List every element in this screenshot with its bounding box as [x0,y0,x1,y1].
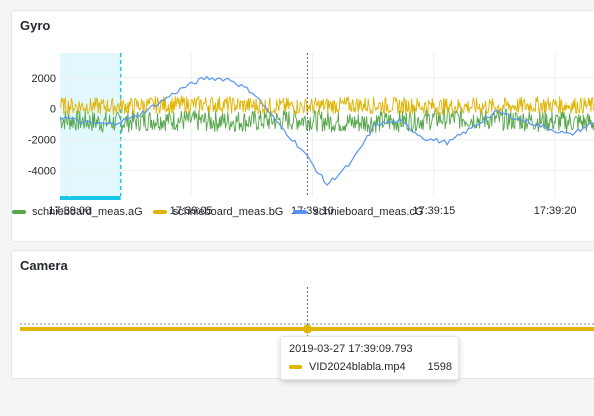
hover-tooltip: 2019-03-27 17:39:09.793 VID2024blabla.mp… [280,336,459,380]
selection-bar [60,196,121,200]
tooltip-swatch [289,365,302,369]
y-tick-label: -4000 [28,166,56,178]
tooltip-series: VID2024blabla.mp4 [309,361,406,373]
tooltip-row: VID2024blabla.mp4 1598 [289,361,452,373]
camera-hover-point [302,324,312,334]
legend-swatch-cG [293,210,308,214]
legend-label-aG: schnieboard_meas.aG [32,206,143,218]
legend-item-bG[interactable]: schnieboard_meas.bG [152,206,284,218]
camera-panel: Camera [11,250,594,379]
y-tick-label: -2000 [28,135,56,147]
gyro-legend: schnieboard_meas.aG schnieboard_meas.bG … [12,206,423,218]
x-tick-label: 17:39:00 [48,205,91,217]
legend-label-cG: schnieboard_meas.cG [313,206,424,218]
tooltip-value: 1598 [427,361,452,373]
legend-swatch-aG [12,210,26,214]
legend-item-aG[interactable]: schnieboard_meas.aG [12,206,143,218]
camera-panel-title: Camera [20,258,68,273]
gyro-panel-title: Gyro [20,18,51,33]
x-tick-label: 17:39:05 [170,205,213,217]
legend-swatch-bG [152,210,167,214]
gyro-panel: Gyro [11,10,594,242]
y-tick-label: 2000 [32,73,56,85]
legend-item-cG[interactable]: schnieboard_meas.cG [293,206,423,218]
y-tick-label: 0 [50,104,56,116]
series-line-aG [59,107,594,134]
x-tick-label: 17:39:10 [291,205,334,217]
legend-label-bG: schnieboard_meas.bG [172,206,284,218]
series-line-cG [59,75,594,186]
x-tick-label: 17:39:15 [412,205,455,217]
tooltip-time: 2019-03-27 17:39:09.793 [289,343,413,355]
series-line-bG [59,95,594,116]
x-tick-label: 17:39:20 [534,205,577,217]
